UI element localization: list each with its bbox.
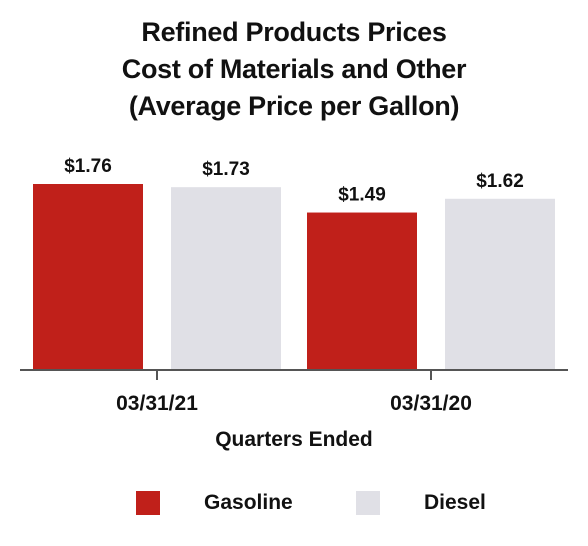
data-label-diesel-1: $1.62 [476, 171, 524, 192]
category-labels-group: 03/31/21 03/31/20 [116, 392, 472, 415]
x-ticks-group [156, 370, 432, 380]
legend-swatch-gasoline [136, 491, 160, 515]
category-label-0: 03/31/21 [116, 392, 198, 415]
bar-diesel-1 [445, 198, 555, 370]
data-label-gasoline-1: $1.49 [338, 185, 386, 206]
x-axis-label: Quarters Ended [215, 428, 373, 451]
bar-diesel-0 [171, 187, 281, 370]
bar-gasoline-1 [307, 212, 417, 370]
legend-label-gasoline: Gasoline [204, 491, 293, 514]
legend-item-gasoline: Gasoline [136, 488, 293, 518]
chart-title-line-2: Cost of Materials and Other [121, 54, 467, 84]
value-labels-group: $1.76 $1.73 $1.49 $1.62 [64, 156, 524, 206]
bar-gasoline-0 [33, 184, 143, 370]
legend-label-diesel: Diesel [424, 491, 486, 514]
data-label-diesel-0: $1.73 [202, 159, 250, 180]
legend: Gasoline Diesel [0, 488, 588, 518]
legend-swatch-diesel [356, 491, 380, 515]
category-label-1: 03/31/20 [390, 392, 472, 415]
chart-title-line-3: (Average Price per Gallon) [128, 91, 460, 121]
bars-group [33, 184, 555, 370]
chart-title: Refined Products Prices Cost of Material… [0, 14, 588, 125]
data-label-gasoline-0: $1.76 [64, 156, 112, 177]
chart-title-line-1: Refined Products Prices [141, 17, 447, 47]
legend-item-diesel: Diesel [356, 488, 486, 518]
